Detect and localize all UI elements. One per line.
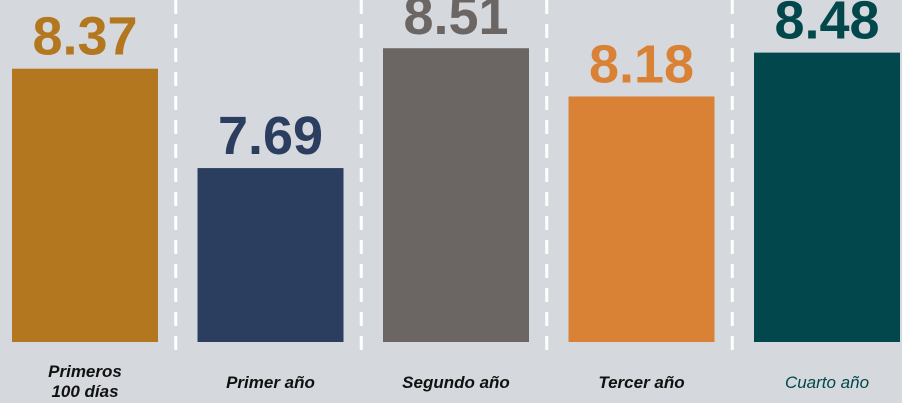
value-label: 8.48 <box>774 0 879 51</box>
bar <box>383 48 529 342</box>
category-label: Tercer año <box>598 373 685 392</box>
bar <box>12 68 158 342</box>
category-label: Segundo año <box>402 373 510 392</box>
category-label: Cuarto año <box>784 373 870 392</box>
value-label: 8.51 <box>403 0 508 46</box>
bar <box>197 168 344 342</box>
bar <box>754 52 900 342</box>
value-label: 7.69 <box>218 106 323 166</box>
value-label: 8.37 <box>32 7 137 67</box>
category-label: Primeros 100 días <box>48 362 122 401</box>
value-label: 8.18 <box>589 34 694 94</box>
bar <box>568 96 715 342</box>
category-label: Primer año <box>226 373 315 392</box>
